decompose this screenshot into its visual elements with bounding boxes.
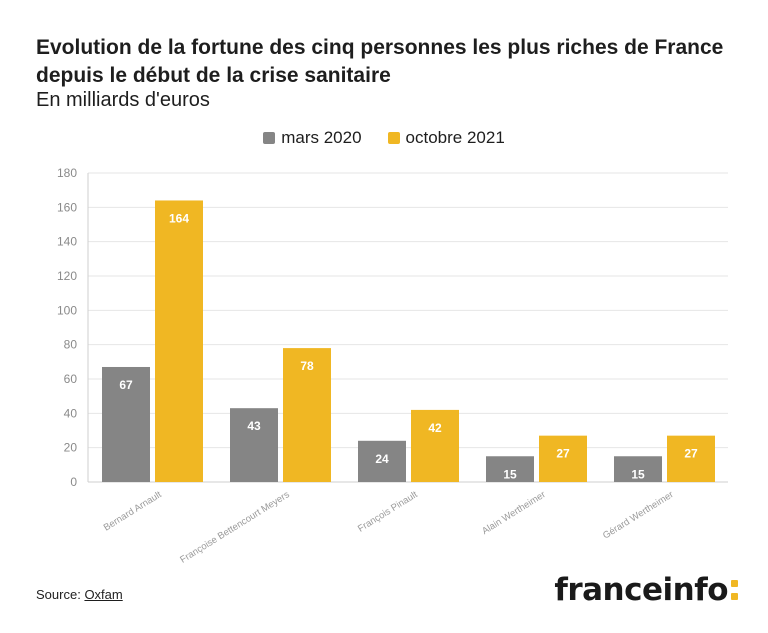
x-tick-label: François Pinault <box>356 489 420 535</box>
bar-octobre-2021 <box>283 348 331 482</box>
y-tick-label: 40 <box>64 406 78 420</box>
franceinfo-logo: franceinfo <box>554 572 738 608</box>
source-link[interactable]: Oxfam <box>84 587 123 602</box>
y-tick-label: 60 <box>64 372 78 386</box>
y-tick-label: 120 <box>57 269 77 283</box>
y-tick-label: 0 <box>70 475 77 489</box>
source-label: Source: <box>36 587 81 602</box>
bar-octobre-2021 <box>667 435 715 482</box>
bar-octobre-2021 <box>155 200 203 482</box>
y-tick-label: 160 <box>57 200 77 214</box>
legend-swatch-mars-2020 <box>263 132 276 144</box>
bar-mars-2020 <box>614 456 662 482</box>
x-tick-label: Françoise Bettencourt Meyers <box>178 489 292 566</box>
data-label: 24 <box>375 452 389 466</box>
bar-chart: 0 20 40 60 80 100 120 140 160 180 67 164 Bernard Arn… <box>57 166 728 566</box>
legend: mars 2020 octobre 2021 <box>0 128 768 148</box>
y-tick-label: 180 <box>57 166 77 180</box>
data-label: 15 <box>503 467 517 481</box>
logo-text: franceinfo <box>554 572 728 608</box>
data-label: 78 <box>300 359 314 373</box>
bar-mars-2020 <box>102 366 150 482</box>
data-label: 27 <box>684 447 698 461</box>
y-tick-label: 80 <box>64 338 78 352</box>
legend-item-octobre-2021: octobre 2021 <box>387 128 505 148</box>
bar-mars-2020 <box>230 408 278 482</box>
data-label: 27 <box>556 447 570 461</box>
y-tick-label: 100 <box>57 303 77 317</box>
chart-subtitle: En milliards d'euros <box>36 89 210 111</box>
legend-label-mars-2020: mars 2020 <box>281 128 362 147</box>
logo-colon-icon <box>731 580 738 600</box>
x-tick-label: Alain Wertheimer <box>480 489 547 537</box>
legend-swatch-octobre-2021 <box>387 132 400 144</box>
chart-title: Evolution de la fortune des cinq personn… <box>36 36 724 87</box>
data-label: 15 <box>631 467 645 481</box>
data-label: 43 <box>247 419 261 433</box>
y-tick-label: 20 <box>64 441 78 455</box>
source-line: Source: Oxfam <box>36 587 123 602</box>
legend-label-octobre-2021: octobre 2021 <box>405 128 505 147</box>
data-label: 67 <box>119 378 133 392</box>
bar-mars-2020 <box>486 456 534 482</box>
legend-item-mars-2020: mars 2020 <box>263 128 362 148</box>
y-tick-label: 140 <box>57 235 77 249</box>
x-tick-label: Bernard Arnault <box>102 489 164 534</box>
bar-octobre-2021 <box>411 409 459 482</box>
data-label: 42 <box>428 421 442 435</box>
bar-octobre-2021 <box>539 435 587 482</box>
data-label: 164 <box>169 211 189 225</box>
bar-mars-2020 <box>358 440 406 482</box>
x-tick-label: Gérard Wertheimer <box>601 489 676 541</box>
